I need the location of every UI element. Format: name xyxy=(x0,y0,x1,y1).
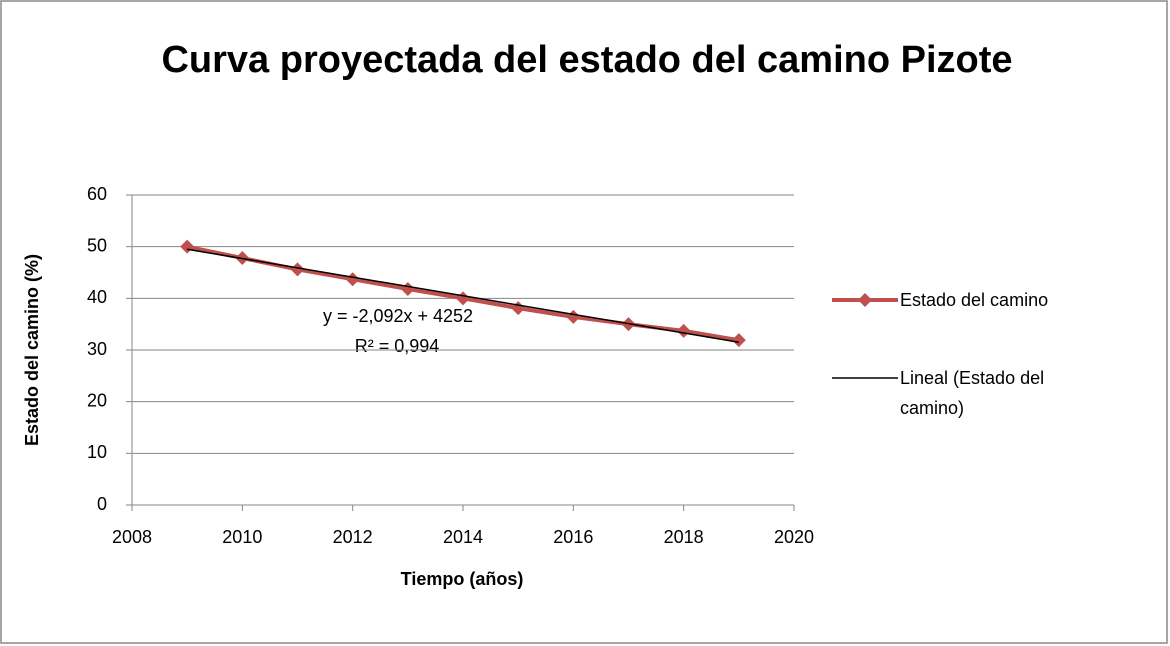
y-tick-label: 30 xyxy=(87,339,107,359)
y-axis-title: Estado del camino (%) xyxy=(22,254,42,446)
x-tick-label: 2018 xyxy=(664,527,704,547)
x-axis-title: Tiempo (años) xyxy=(401,569,524,589)
chart-title: Curva proyectada del estado del camino P… xyxy=(161,39,1013,81)
y-tick-label: 0 xyxy=(97,494,107,514)
y-tick-label: 20 xyxy=(87,390,107,410)
point-marker xyxy=(676,323,691,338)
point-marker xyxy=(290,262,305,277)
point-marker xyxy=(345,272,360,287)
x-tick-label: 2020 xyxy=(774,527,814,547)
y-tick-label: 10 xyxy=(87,442,107,462)
x-tick-label: 2014 xyxy=(443,527,483,547)
trend-equation: y = -2,092x + 4252 xyxy=(323,306,473,326)
y-tick-label: 40 xyxy=(87,287,107,307)
series-line xyxy=(187,248,739,343)
x-tick-label: 2012 xyxy=(333,527,373,547)
legend-marker xyxy=(858,293,872,307)
y-tick-label: 60 xyxy=(87,184,107,204)
legend-label: Lineal (Estado del camino) xyxy=(900,368,1045,418)
x-tick-label: 2010 xyxy=(222,527,262,547)
legend-label: Estado del camino xyxy=(900,290,1049,310)
x-tick-label: 2008 xyxy=(112,527,152,547)
y-tick-label: 50 xyxy=(87,235,107,255)
point-marker xyxy=(731,333,746,348)
trend-r2: R² = 0,994 xyxy=(355,336,440,356)
x-tick-label: 2016 xyxy=(553,527,593,547)
